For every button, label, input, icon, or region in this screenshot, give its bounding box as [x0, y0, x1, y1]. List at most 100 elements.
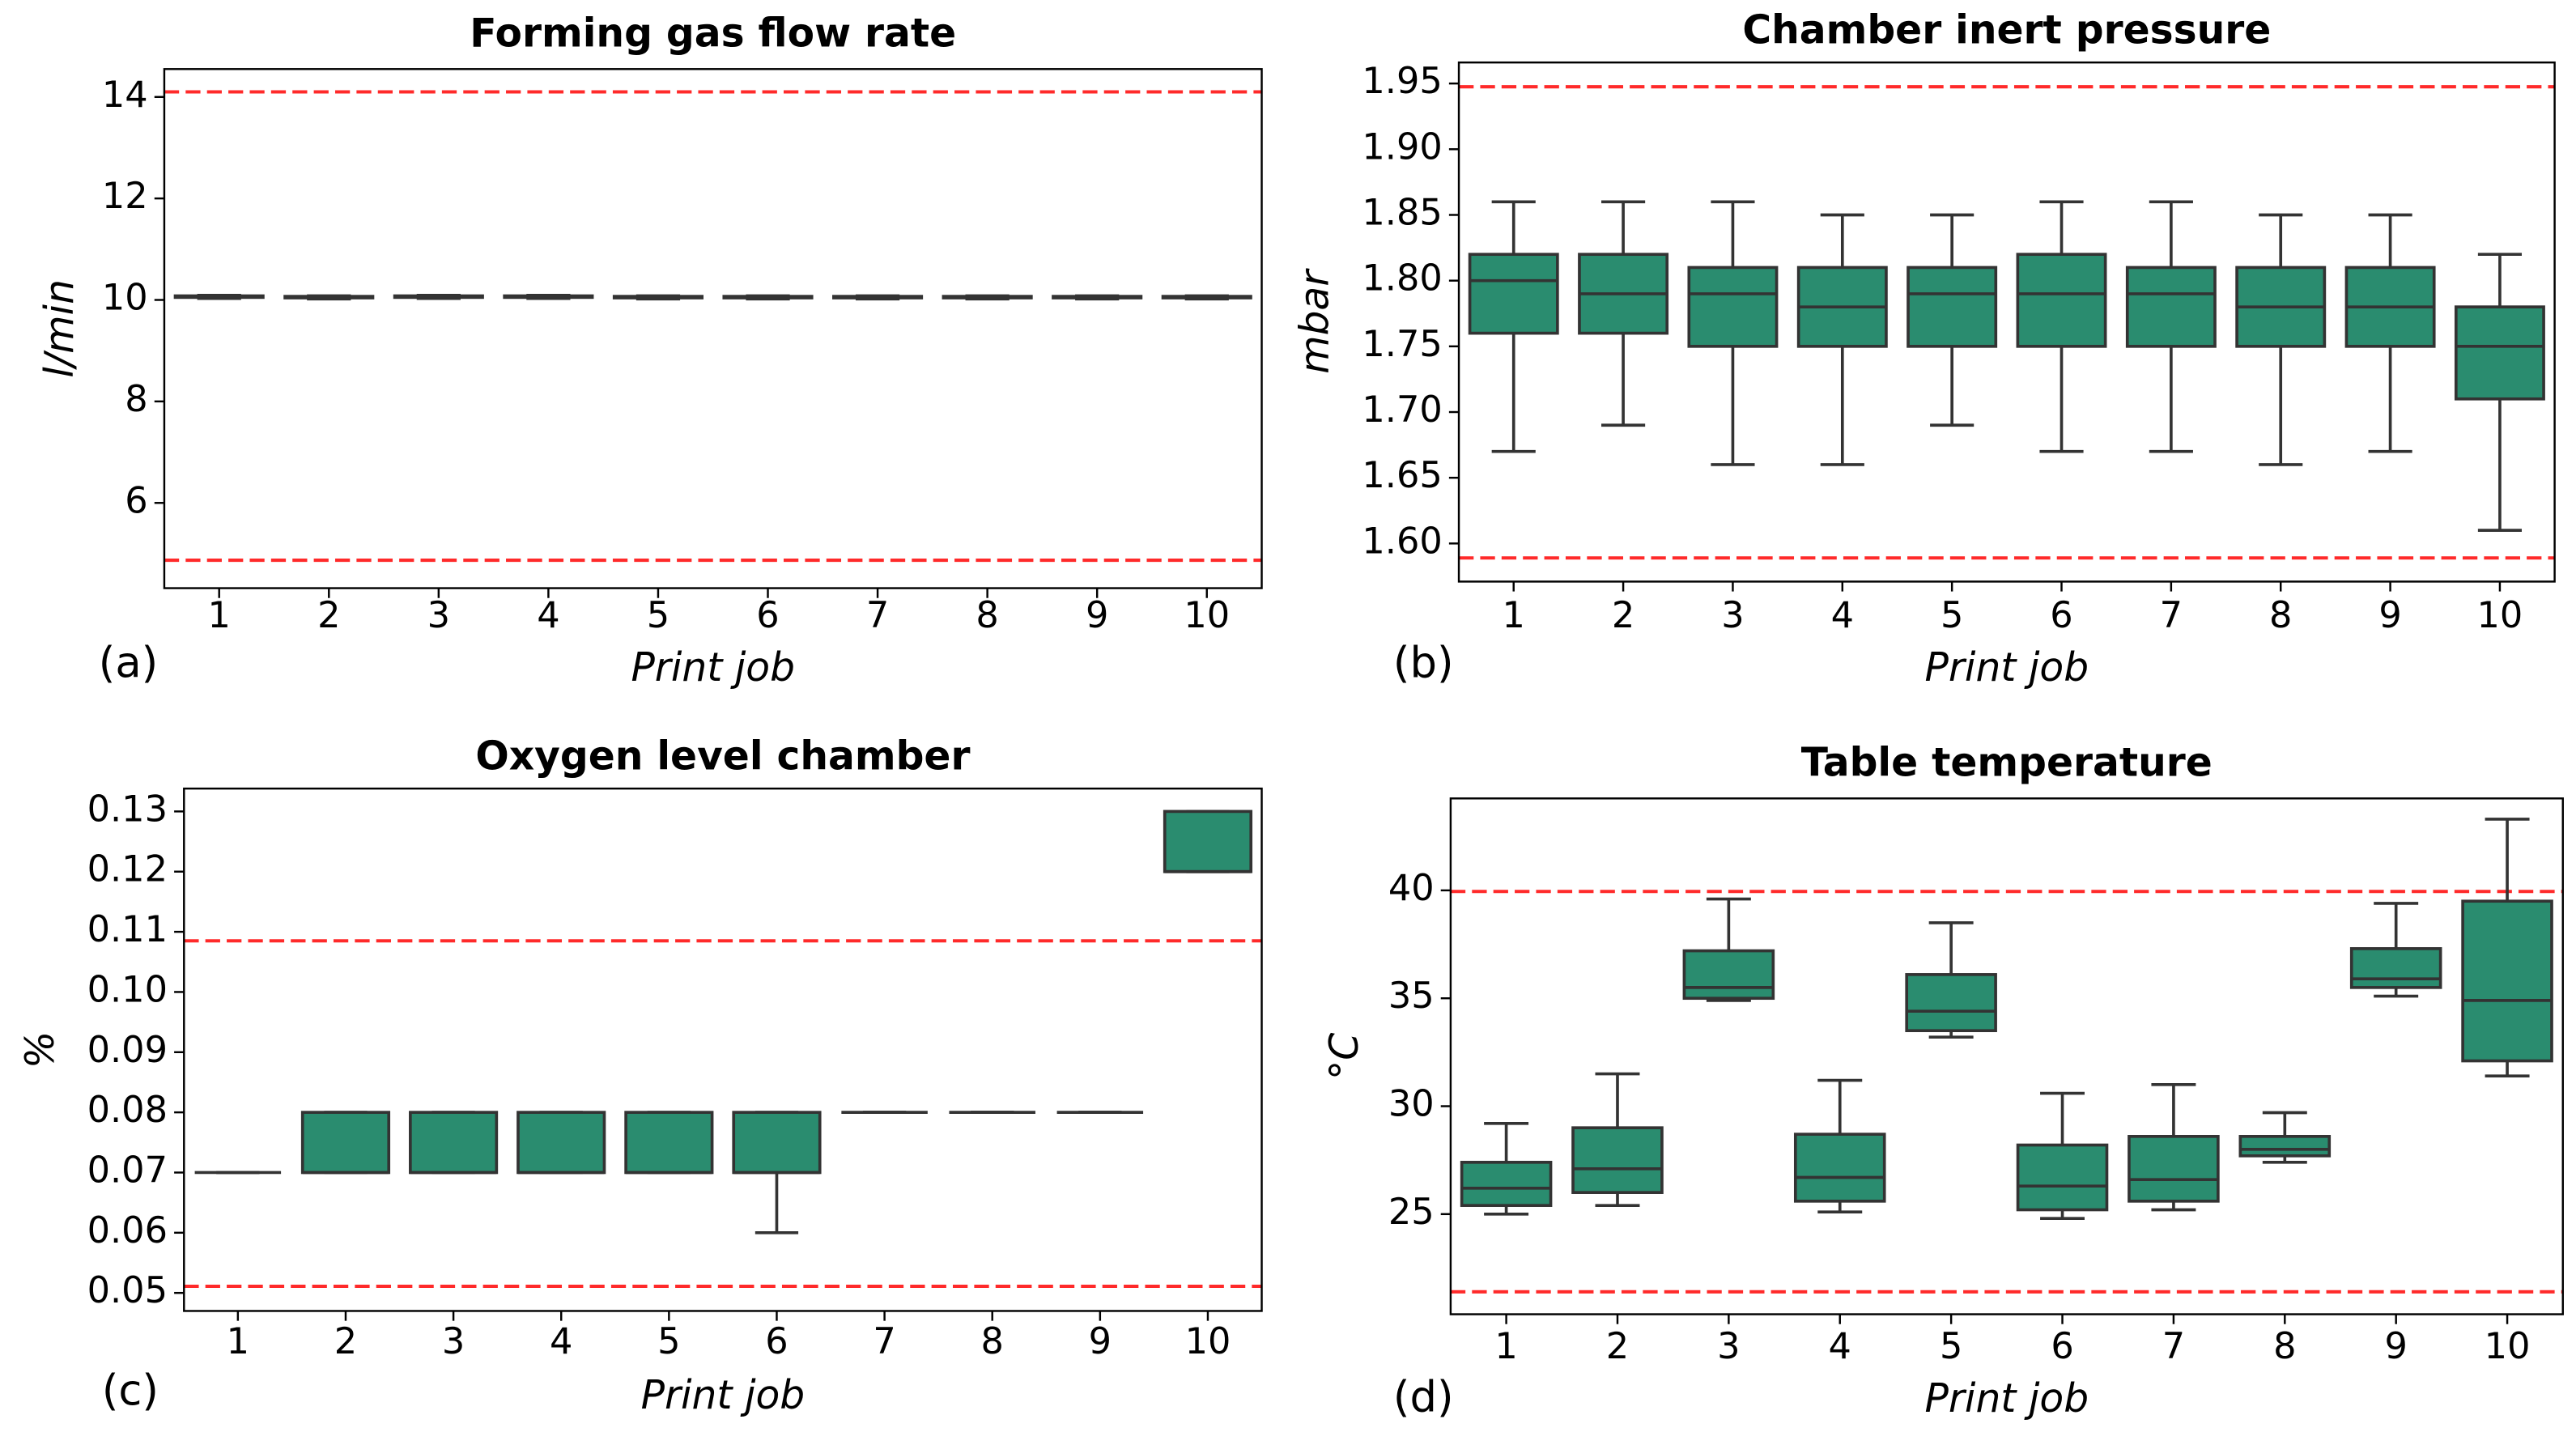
plot-frame: [1449, 797, 2564, 1315]
chart-title: Chamber inert pressure: [1742, 8, 2271, 53]
box: [2461, 899, 2553, 1063]
y-axis-label: %: [18, 1031, 63, 1069]
x-axis-label: Print job: [1925, 1376, 2089, 1421]
box: [1905, 973, 1997, 1033]
x-tick-label: 9: [1086, 594, 1108, 636]
x-tick-label: 3: [427, 594, 450, 636]
x-tick-label: 2: [1612, 594, 1634, 636]
box: [732, 1111, 822, 1175]
x-tick-label: 7: [866, 594, 889, 636]
box: [1571, 1126, 1664, 1194]
box: [1682, 949, 1775, 1001]
y-axis-label: mbar: [1293, 268, 1338, 374]
box: [409, 1111, 499, 1175]
x-tick-label: 9: [2378, 594, 2401, 636]
y-tick-label: 12: [102, 175, 148, 217]
x-tick-label: 2: [1606, 1325, 1629, 1367]
y-tick-label: 40: [1388, 867, 1435, 909]
y-tick-label: 0.10: [87, 968, 168, 1010]
box: [300, 1111, 391, 1175]
box: [2349, 947, 2442, 989]
panel-label: (d): [1393, 1373, 1454, 1422]
box: [2128, 1135, 2220, 1203]
x-tick-label: 7: [2160, 594, 2183, 636]
y-tick-label: 30: [1388, 1083, 1435, 1125]
y-tick-label: 8: [125, 378, 147, 420]
y-tick-label: 0.06: [87, 1209, 168, 1251]
box: [1687, 266, 1779, 348]
x-tick-label: 3: [1721, 594, 1744, 636]
x-axis-label: Print job: [1925, 645, 2089, 691]
x-tick-label: 6: [765, 1320, 788, 1362]
x-tick-label: 10: [1184, 594, 1230, 636]
y-tick-label: 10: [102, 277, 148, 319]
box: [1163, 809, 1253, 873]
x-tick-label: 4: [1831, 594, 1854, 636]
y-tick-label: 0.12: [87, 848, 168, 890]
x-tick-label: 4: [537, 594, 559, 636]
plot-frame: [1457, 61, 2556, 583]
y-axis-label: °C: [1322, 1033, 1367, 1080]
x-tick-label: 7: [2162, 1325, 2185, 1367]
plot-frame: [183, 787, 1263, 1312]
x-tick-label: 9: [1089, 1320, 1112, 1362]
box: [1793, 1132, 1886, 1203]
y-tick-label: 0.05: [87, 1269, 168, 1311]
x-tick-label: 10: [2477, 594, 2523, 636]
x-tick-label: 5: [1940, 1325, 1962, 1367]
x-tick-label: 8: [2269, 594, 2292, 636]
panel-label: (c): [102, 1366, 159, 1416]
box: [2238, 1135, 2332, 1158]
y-tick-label: 0.09: [87, 1029, 168, 1071]
x-tick-label: 1: [1503, 594, 1525, 636]
y-tick-label: 1.85: [1362, 191, 1442, 233]
x-tick-label: 8: [981, 1320, 1004, 1362]
box: [624, 1111, 714, 1175]
y-tick-label: 0.08: [87, 1089, 168, 1131]
y-tick-label: 0.07: [87, 1149, 168, 1191]
x-tick-label: 2: [317, 594, 340, 636]
chart-title: Table temperature: [1801, 741, 2213, 786]
x-axis-label: Print job: [641, 1373, 806, 1418]
y-tick-label: 1.70: [1362, 389, 1442, 431]
box: [2016, 1143, 2109, 1212]
x-tick-label: 6: [2050, 594, 2072, 636]
panel-label: (a): [99, 639, 158, 688]
chart-title: Forming gas flow rate: [470, 11, 956, 57]
y-tick-label: 1.60: [1362, 520, 1442, 562]
y-tick-label: 1.80: [1362, 257, 1442, 300]
y-tick-label: 35: [1388, 975, 1435, 1017]
x-tick-label: 4: [550, 1320, 572, 1362]
panel-label: (b): [1393, 639, 1454, 688]
y-tick-label: 1.75: [1362, 323, 1442, 365]
y-tick-label: 1.65: [1362, 454, 1442, 496]
x-tick-label: 4: [1829, 1325, 1851, 1367]
x-axis-label: Print job: [631, 645, 795, 691]
plot-frame: [163, 68, 1263, 589]
x-tick-label: 8: [2273, 1325, 2296, 1367]
x-tick-label: 10: [1185, 1320, 1231, 1362]
x-tick-label: 1: [227, 1320, 249, 1362]
y-tick-label: 1.95: [1362, 60, 1442, 102]
x-tick-label: 6: [756, 594, 779, 636]
x-tick-label: 3: [442, 1320, 465, 1362]
x-tick-label: 5: [1941, 594, 1963, 636]
y-tick-label: 0.11: [87, 908, 168, 950]
box: [2016, 253, 2107, 348]
x-tick-label: 9: [2384, 1325, 2407, 1367]
box: [1906, 266, 1998, 348]
x-tick-label: 6: [2051, 1325, 2073, 1367]
y-tick-label: 0.13: [87, 788, 168, 830]
y-tick-label: 1.90: [1362, 125, 1442, 168]
y-tick-label: 14: [102, 74, 148, 116]
x-tick-label: 1: [1494, 1325, 1517, 1367]
y-tick-label: 25: [1388, 1191, 1435, 1233]
x-tick-label: 3: [1717, 1325, 1740, 1367]
x-tick-label: 2: [334, 1320, 357, 1362]
x-tick-label: 5: [657, 1320, 680, 1362]
y-tick-label: 6: [125, 479, 147, 521]
box: [1468, 253, 1559, 335]
x-tick-label: 8: [976, 594, 998, 636]
box: [516, 1111, 606, 1175]
